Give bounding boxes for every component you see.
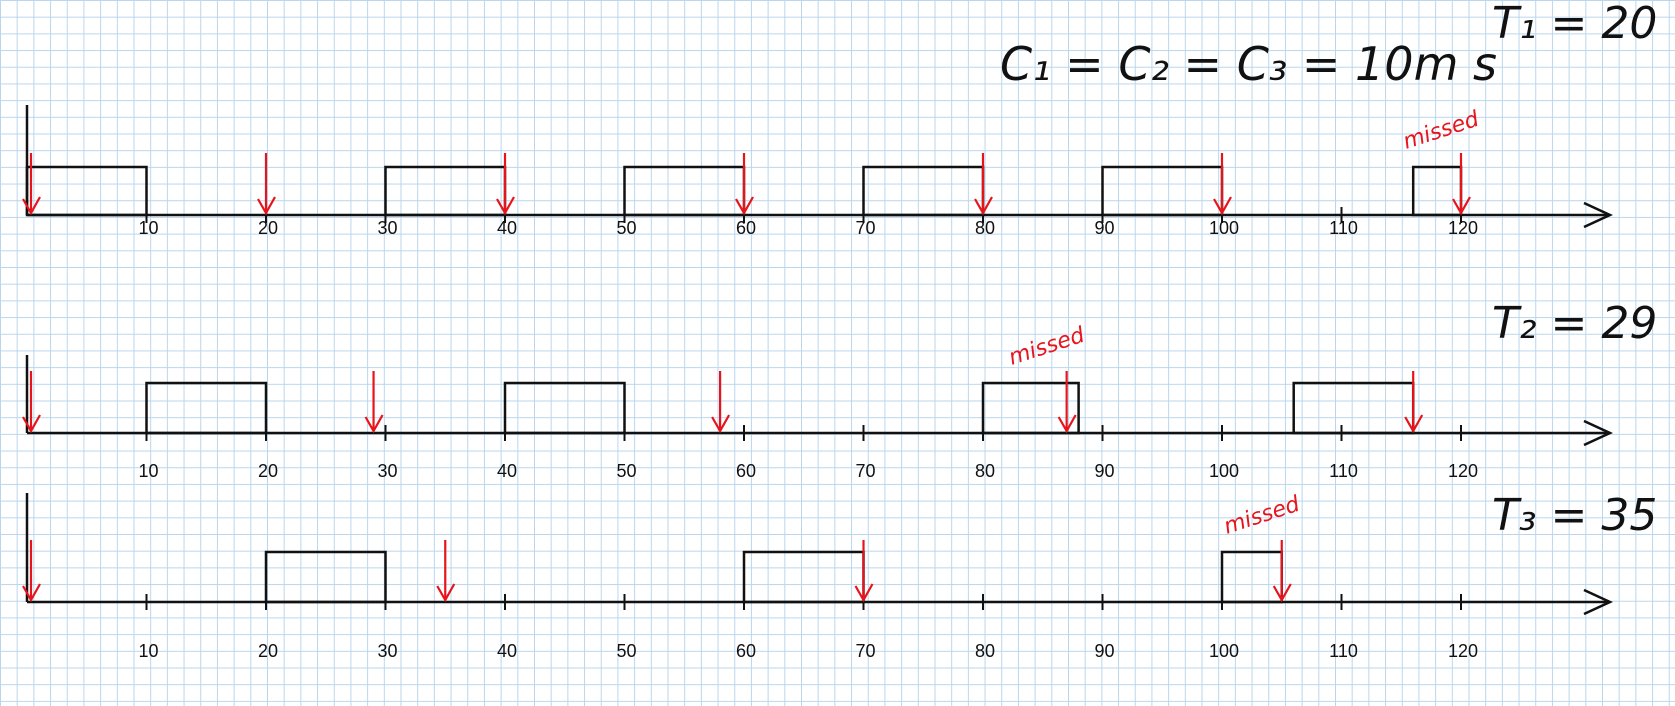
deadline-arrow bbox=[22, 153, 41, 216]
time-tick-label: 120 bbox=[1448, 218, 1478, 238]
time-tick-label: 40 bbox=[497, 461, 517, 481]
time-tick-label: 120 bbox=[1448, 461, 1478, 481]
deadline-arrow-head bbox=[496, 196, 515, 216]
period-label-t1: T₁ = 20 bbox=[1492, 0, 1657, 49]
deadline-arrow-head bbox=[1272, 583, 1292, 603]
time-tick-label: 90 bbox=[1094, 218, 1114, 238]
deadline-arrow bbox=[496, 153, 515, 216]
deadline-arrow-head bbox=[22, 196, 41, 216]
execution-block bbox=[1292, 381, 1415, 435]
time-tick-label: 60 bbox=[736, 218, 756, 238]
time-tick-label: 10 bbox=[138, 641, 158, 661]
deadline-arrow-head bbox=[1057, 414, 1077, 434]
deadline-arrow bbox=[1404, 371, 1424, 434]
time-tick-label: 110 bbox=[1329, 218, 1358, 238]
time-tick-label: 100 bbox=[1209, 461, 1239, 481]
time-tick-label: 30 bbox=[377, 641, 397, 661]
execution-block bbox=[264, 550, 387, 604]
execution-block bbox=[503, 381, 626, 435]
deadline-arrow bbox=[436, 540, 456, 603]
execution-block bbox=[862, 165, 985, 217]
deadline-arrow-head bbox=[974, 196, 993, 216]
time-tick-label: 20 bbox=[258, 461, 278, 481]
execution-block bbox=[384, 165, 507, 217]
deadline-arrow-head bbox=[436, 583, 456, 603]
deadline-arrow bbox=[1272, 540, 1292, 603]
deadline-arrow bbox=[364, 371, 384, 434]
time-tick-label: 60 bbox=[736, 641, 756, 661]
deadline-arrow-head bbox=[257, 196, 276, 216]
missed-label: missed bbox=[1006, 323, 1089, 371]
deadline-arrow bbox=[711, 371, 731, 434]
time-tick-label: 70 bbox=[855, 641, 875, 661]
timelines: 10 20 30 40 50 60 70 80 90 100 110 120 missed T₁ = 20… bbox=[22, 0, 1657, 661]
execution-time-formula: C₁ = C₂ = C₃ = 10m s bbox=[1000, 37, 1497, 91]
time-tick-label: 110 bbox=[1329, 461, 1358, 481]
deadline-arrow-head bbox=[1452, 196, 1471, 216]
time-tick-label: 120 bbox=[1448, 641, 1478, 661]
time-tick-label: 10 bbox=[138, 218, 158, 238]
time-axis-arrowhead bbox=[1583, 201, 1613, 229]
deadline-arrow bbox=[22, 540, 41, 603]
timeline-t3: 10 20 30 40 50 60 70 80 90 100 110 120 missed T₃ = 35 bbox=[22, 490, 1657, 661]
deadline-arrow-head bbox=[711, 414, 731, 434]
time-tick-label: 70 bbox=[855, 461, 875, 481]
timeline-t2: 10 20 30 40 50 60 70 80 90 100 110 120 missed T₂ = 29 bbox=[22, 298, 1657, 481]
deadline-arrow bbox=[1213, 153, 1232, 216]
deadline-arrow bbox=[22, 371, 41, 434]
execution-block bbox=[1220, 550, 1283, 604]
time-tick-label: 30 bbox=[377, 218, 397, 238]
period-label-t3: T₃ = 35 bbox=[1492, 490, 1657, 541]
time-tick-label: 100 bbox=[1209, 641, 1239, 661]
execution-block bbox=[623, 165, 746, 217]
time-axis-arrowhead bbox=[1583, 588, 1613, 616]
time-tick-label: 80 bbox=[975, 641, 995, 661]
deadline-arrow bbox=[974, 153, 993, 216]
deadline-arrow-head bbox=[854, 583, 874, 603]
time-tick-label: 50 bbox=[616, 461, 636, 481]
time-tick-label: 90 bbox=[1094, 461, 1114, 481]
execution-block bbox=[145, 381, 268, 435]
deadline-arrow bbox=[1452, 153, 1471, 216]
timeline-t1: 10 20 30 40 50 60 70 80 90 100 110 120 missed T₁ = 20 bbox=[22, 0, 1657, 238]
period-label-t2: T₂ = 29 bbox=[1492, 298, 1657, 349]
time-tick-label: 40 bbox=[497, 641, 517, 661]
deadline-arrow-head bbox=[735, 196, 754, 216]
missed-label: missed bbox=[1400, 107, 1483, 155]
deadline-arrow-head bbox=[1213, 196, 1232, 216]
time-axis-arrowhead bbox=[1583, 419, 1613, 447]
time-tick-label: 40 bbox=[497, 218, 517, 238]
execution-block bbox=[1101, 165, 1224, 217]
time-tick-label: 100 bbox=[1209, 218, 1239, 238]
deadline-arrow-head bbox=[22, 414, 41, 434]
missed-label: missed bbox=[1221, 492, 1304, 540]
deadline-arrow-head bbox=[1404, 414, 1424, 434]
deadline-arrow bbox=[1057, 371, 1077, 434]
time-tick-label: 10 bbox=[138, 461, 158, 481]
time-tick-label: 50 bbox=[616, 218, 636, 238]
deadline-arrow-head bbox=[22, 583, 41, 603]
deadline-arrow bbox=[257, 153, 276, 216]
time-tick-label: 30 bbox=[377, 461, 397, 481]
execution-block bbox=[1411, 165, 1463, 217]
execution-block bbox=[25, 165, 148, 217]
time-tick-label: 70 bbox=[855, 218, 875, 238]
time-tick-label: 60 bbox=[736, 461, 756, 481]
time-tick-label: 50 bbox=[616, 641, 636, 661]
execution-block bbox=[981, 381, 1080, 435]
time-tick-label: 90 bbox=[1094, 641, 1114, 661]
time-tick-label: 80 bbox=[975, 218, 995, 238]
deadline-arrow-head bbox=[364, 414, 384, 434]
time-tick-label: 80 bbox=[975, 461, 995, 481]
time-tick-label: 20 bbox=[258, 218, 278, 238]
deadline-arrow bbox=[735, 153, 754, 216]
time-tick-label: 20 bbox=[258, 641, 278, 661]
deadline-arrow bbox=[854, 540, 874, 603]
time-tick-label: 110 bbox=[1329, 641, 1358, 661]
execution-block bbox=[742, 550, 865, 604]
